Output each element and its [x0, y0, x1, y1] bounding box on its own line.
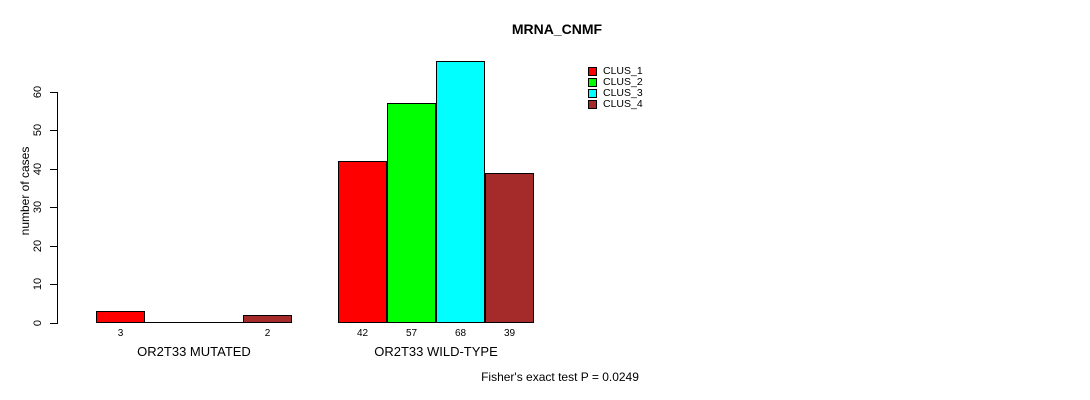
- bar-clus_1-group1: [96, 311, 145, 323]
- y-tick-label: 40: [32, 162, 44, 176]
- bar-clus_2-group2: [387, 103, 436, 323]
- bar-clus_3-group2: [436, 61, 485, 323]
- y-tick-mark: [50, 130, 57, 131]
- y-tick-mark: [50, 169, 57, 170]
- legend-swatch-clus_2: [588, 78, 597, 87]
- legend-label-clus_2: CLUS_2: [603, 76, 643, 88]
- legend: CLUS_1 CLUS_2 CLUS_3 CLUS_4: [588, 66, 643, 110]
- legend-swatch-clus_3: [588, 89, 597, 98]
- legend-item-clus_2: CLUS_2: [588, 77, 643, 88]
- bar-clus_1-group2: [338, 161, 387, 323]
- fisher-test-annotation: Fisher's exact test P = 0.0249: [481, 370, 639, 384]
- y-tick-mark: [50, 284, 57, 285]
- legend-swatch-clus_4: [588, 100, 597, 109]
- y-axis-label: number of cases: [18, 146, 32, 236]
- y-tick-label: 10: [32, 277, 44, 291]
- y-tick-label: 50: [32, 123, 44, 137]
- bar-clus_4-group2: [485, 173, 534, 323]
- bar-value-clus_1-group1: 3: [117, 328, 124, 339]
- bar-value-clus_4-group1: 2: [264, 328, 271, 339]
- bar-value-clus_4-group2: 39: [503, 328, 516, 339]
- legend-label-clus_1: CLUS_1: [603, 65, 643, 77]
- legend-item-clus_4: CLUS_4: [588, 99, 643, 110]
- bar-value-clus_3-group2: 68: [454, 328, 467, 339]
- legend-label-clus_4: CLUS_4: [603, 98, 643, 110]
- y-tick-mark: [50, 207, 57, 208]
- legend-item-clus_3: CLUS_3: [588, 88, 643, 99]
- legend-swatch-clus_1: [588, 67, 597, 76]
- category-label-mutated: OR2T33 MUTATED: [137, 344, 251, 359]
- y-tick-label: 20: [32, 239, 44, 253]
- y-tick-label: 0: [32, 319, 44, 327]
- y-tick-mark: [50, 246, 57, 247]
- y-axis-line: [57, 92, 58, 324]
- y-tick-label: 60: [32, 85, 44, 99]
- y-tick-mark: [50, 92, 57, 93]
- legend-label-clus_3: CLUS_3: [603, 87, 643, 99]
- category-label-wildtype: OR2T33 WILD-TYPE: [374, 344, 498, 359]
- bar-value-clus_2-group2: 57: [405, 328, 418, 339]
- bar-clus_2-group1: [145, 322, 194, 323]
- bar-value-clus_1-group2: 42: [356, 328, 369, 339]
- bar-clus_4-group1: [243, 315, 292, 323]
- legend-item-clus_1: CLUS_1: [588, 66, 643, 77]
- bar-clus_3-group1: [194, 322, 243, 323]
- y-tick-label: 30: [32, 200, 44, 214]
- y-tick-mark: [50, 323, 57, 324]
- chart-title: MRNA_CNMF: [511, 21, 603, 37]
